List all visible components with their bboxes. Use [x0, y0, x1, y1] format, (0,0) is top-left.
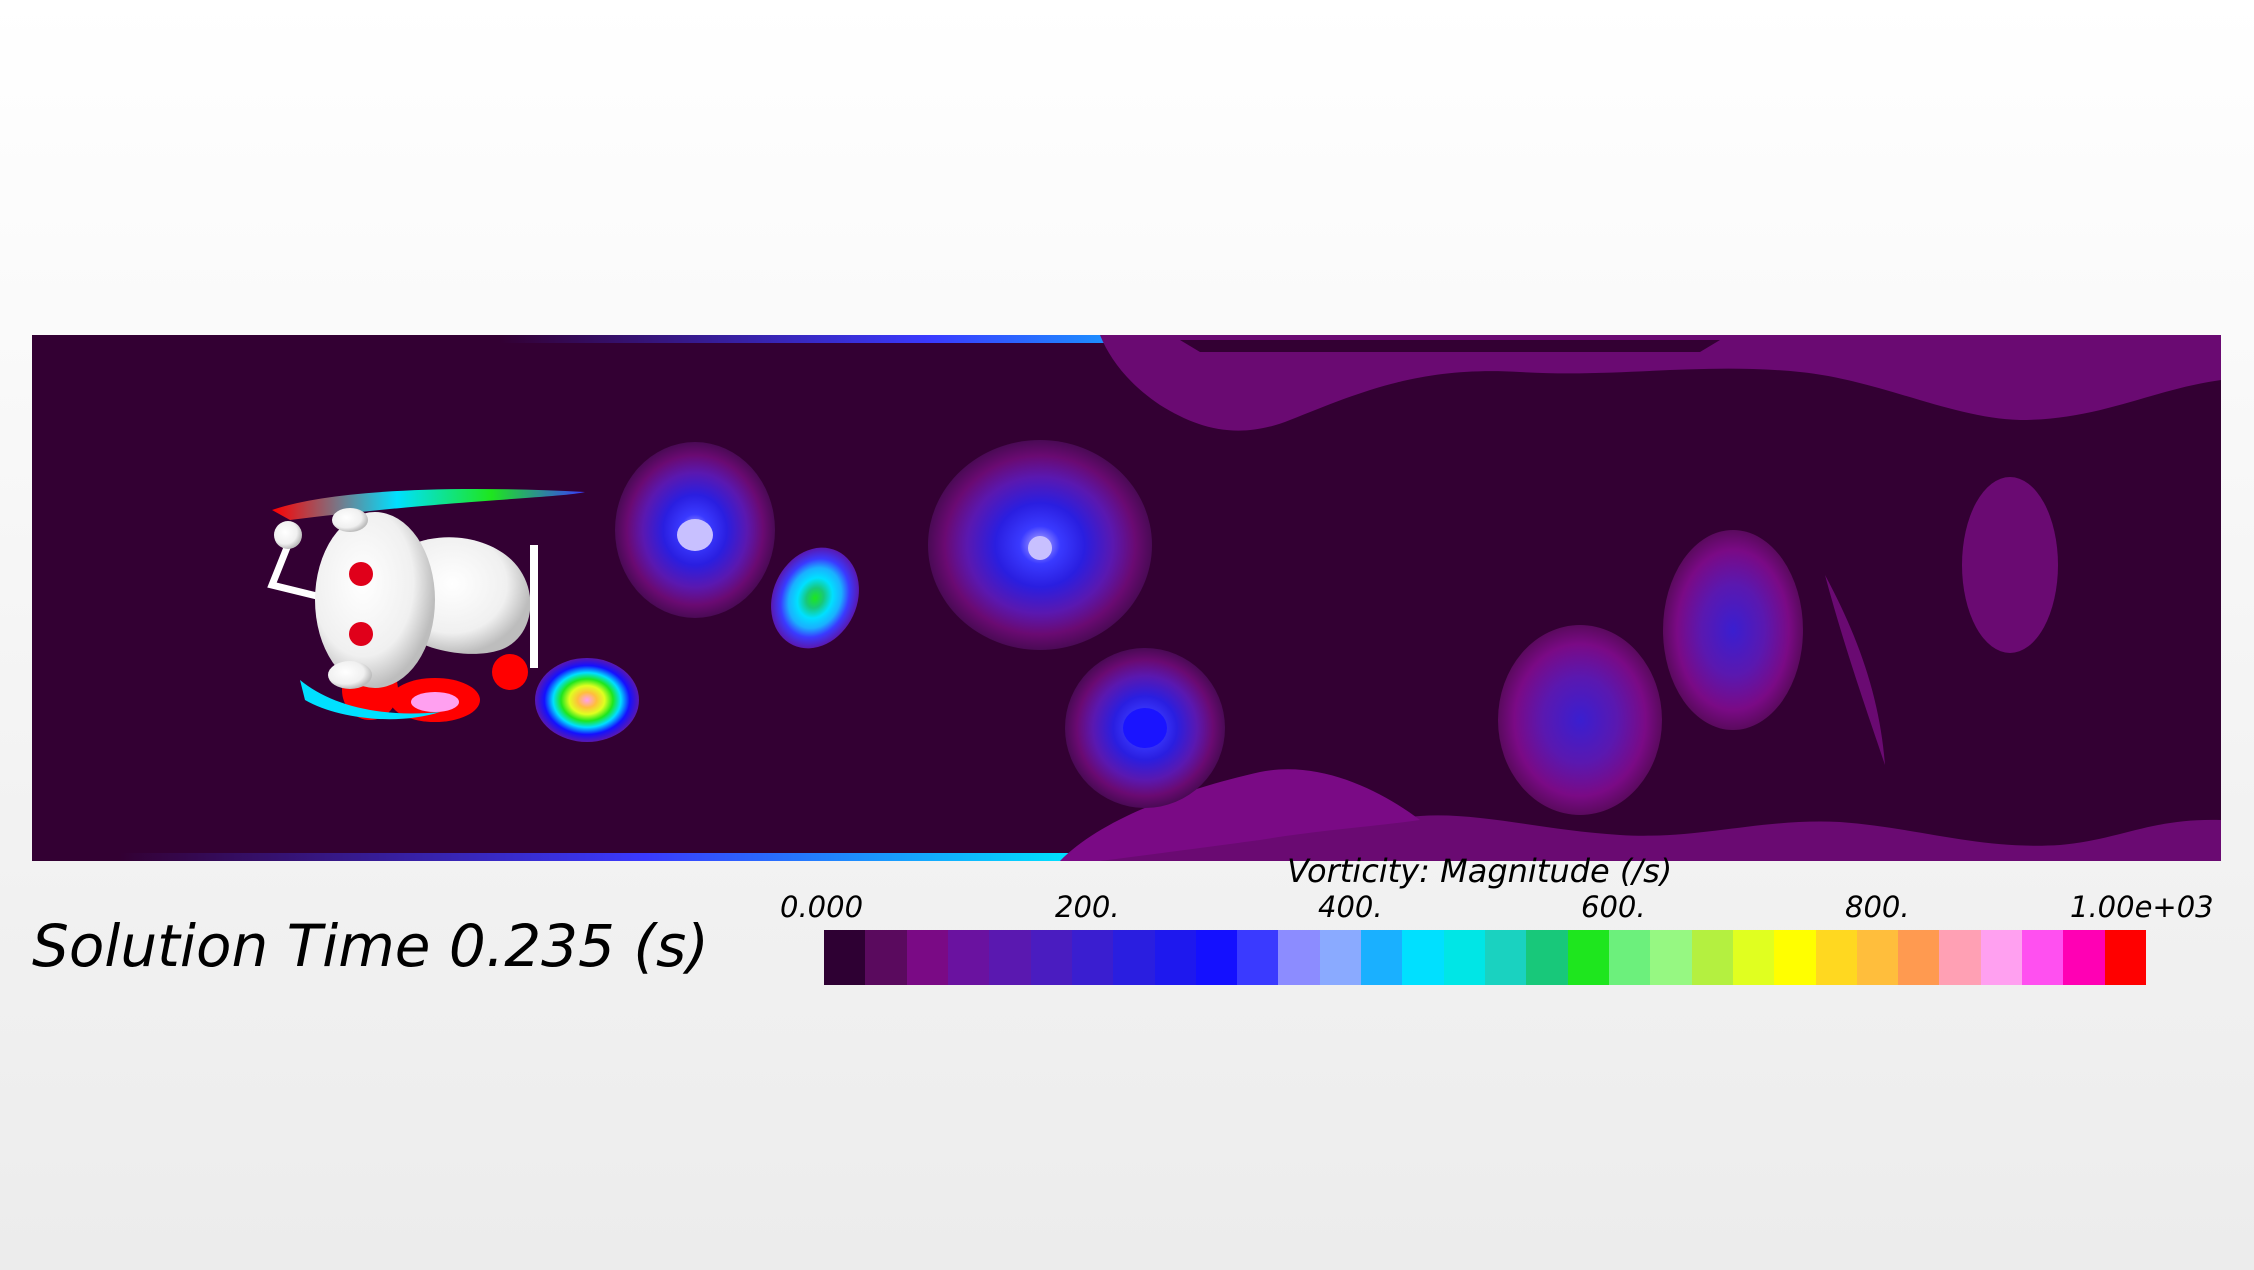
colorbar-cell-8 — [1154, 930, 1196, 985]
colorbar-cell-14 — [1402, 930, 1444, 985]
colorbar-cell-12 — [1319, 930, 1362, 985]
colorbar-cell-16 — [1485, 930, 1527, 985]
vortex-5 — [1663, 530, 1803, 730]
colorbar-cell-24 — [1815, 930, 1857, 985]
colorbar-cell-31 — [2104, 930, 2146, 985]
body-antenna-ball — [274, 521, 302, 549]
vortex-6 — [1962, 477, 2058, 653]
colorbar-tick-1: 200. — [1055, 890, 1120, 924]
colorbar-tick-4: 800. — [1845, 890, 1910, 924]
vortex-3-core — [1123, 708, 1167, 748]
colorbar-cell-27 — [1939, 930, 1981, 985]
colorbar-cell-25 — [1856, 930, 1899, 985]
colorbar-cell-21 — [1691, 930, 1733, 985]
colorbar-tick-5: 1.00e+03 — [2070, 890, 2214, 924]
vortex-hot-2-inner — [411, 692, 459, 712]
lower-wake-band-2 — [1060, 769, 1420, 861]
vortex-hot-1 — [535, 658, 639, 742]
upper-wake-band-inner — [1180, 340, 1720, 352]
lower-wake-band — [1100, 815, 2221, 861]
colorbar-cell-15 — [1443, 930, 1485, 985]
body-eye-bottom — [349, 622, 373, 646]
colorbar-cell-6 — [1071, 930, 1114, 985]
colorbar-cell-19 — [1608, 930, 1651, 985]
solution-time-label: Solution Time 0.235 (s) — [32, 912, 709, 980]
colorbar-cell-5 — [1030, 930, 1072, 985]
body-head — [315, 512, 435, 688]
shear-layer-bottom — [300, 680, 440, 720]
body-ear-bottom — [328, 661, 372, 689]
colorbar-cell-9 — [1195, 930, 1238, 985]
upper-wake-band — [1100, 335, 2221, 431]
wake-filament — [1825, 575, 1885, 765]
colorbar-cell-1 — [865, 930, 907, 985]
vortex-4 — [1498, 625, 1662, 815]
vortex-hot-3 — [492, 654, 528, 690]
colorbar-cell-18 — [1567, 930, 1609, 985]
body-eye-top — [349, 562, 373, 586]
colorbar-cell-13 — [1361, 930, 1403, 985]
body-plate — [530, 545, 538, 668]
colorbar-cell-28 — [1980, 930, 2023, 985]
colorbar-cell-10 — [1237, 930, 1279, 985]
vortex-1-core — [677, 519, 713, 551]
colorbar-title: Vorticity: Magnitude (/s) — [1287, 852, 1673, 890]
colorbar-tick-0: 0.000 — [780, 890, 864, 924]
colorbar-cell-23 — [1774, 930, 1816, 985]
vortex-2-core — [1028, 536, 1052, 560]
colorbar-cell-17 — [1526, 930, 1568, 985]
colorbar — [824, 930, 2146, 985]
colorbar-cell-3 — [947, 930, 990, 985]
colorbar-cell-22 — [1732, 930, 1775, 985]
colorbar-cell-2 — [906, 930, 948, 985]
vortex-green — [771, 547, 859, 649]
body-back — [400, 537, 531, 654]
colorbar-tick-2: 400. — [1318, 890, 1383, 924]
colorbar-cell-30 — [2063, 930, 2105, 985]
body-ear-top — [332, 508, 368, 532]
colorbar-cell-7 — [1113, 930, 1155, 985]
colorbar-cell-0 — [824, 930, 866, 985]
colorbar-cell-26 — [1898, 930, 1940, 985]
colorbar-cell-29 — [2022, 930, 2064, 985]
colorbar-cell-11 — [1278, 930, 1320, 985]
colorbar-cell-20 — [1650, 930, 1692, 985]
bluff-body — [267, 508, 538, 689]
body-arm — [267, 543, 326, 602]
colorbar-tick-3: 600. — [1581, 890, 1646, 924]
colorbar-cell-4 — [989, 930, 1031, 985]
